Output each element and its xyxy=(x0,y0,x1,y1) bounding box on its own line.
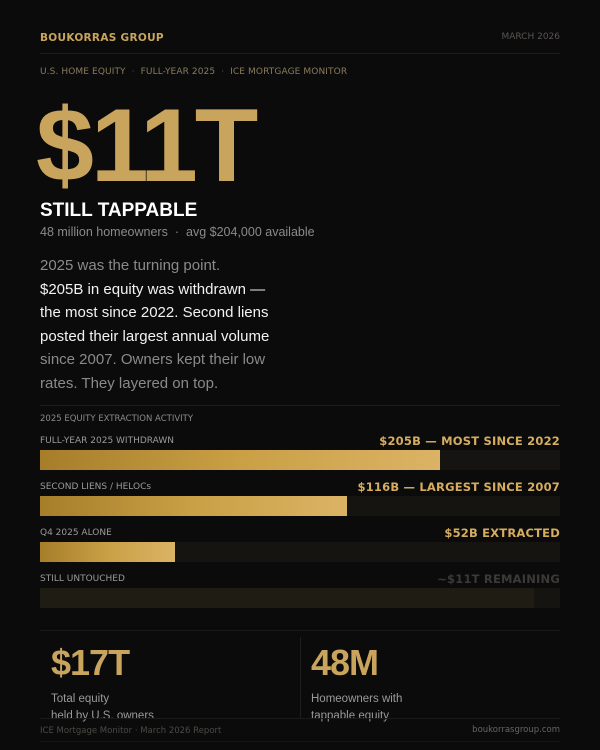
kicker-topic: U.S. HOME EQUITY xyxy=(40,67,126,77)
stat-total-equity: $17T Total equity held by U.S. owners xyxy=(51,645,154,725)
hero-title: STILL TAPPABLE xyxy=(40,200,198,221)
bar-label: STILL UNTOUCHED xyxy=(40,574,125,584)
extraction-bars: 2025 EQUITY EXTRACTION ACTIVITY FULL-YEA… xyxy=(40,405,560,608)
bar-fill xyxy=(40,542,176,562)
stat-value: 48M xyxy=(311,642,379,683)
bar-track xyxy=(40,496,560,516)
bar-fill xyxy=(40,496,347,516)
bar-value: ~$11T REMAINING xyxy=(437,572,560,586)
kicker-period: FULL-YEAR 2025 xyxy=(140,67,216,77)
stats-divider xyxy=(300,637,301,718)
bars-title: 2025 EQUITY EXTRACTION ACTIVITY xyxy=(40,414,194,424)
bar-row-full-year: FULL-YEAR 2025 WITHDRAWN $205B — MOST SI… xyxy=(40,434,560,476)
bar-value: $205B — MOST SINCE 2022 xyxy=(379,434,560,448)
stat-caption-line: held by U.S. owners xyxy=(51,710,154,722)
paragraph-line: $205B in equity was withdrawn — xyxy=(40,280,266,298)
stat-caption-line: Homeowners with xyxy=(311,693,403,705)
bar-track xyxy=(40,450,560,470)
hero-value: $11T xyxy=(36,88,258,204)
bar-value: $116B — LARGEST SINCE 2007 xyxy=(357,480,560,494)
paragraph-line: the most since 2022. Second liens xyxy=(40,304,269,321)
bar-fill xyxy=(40,450,441,470)
bar-track xyxy=(40,542,560,562)
bar-label: FULL-YEAR 2025 WITHDRAWN xyxy=(40,436,174,446)
bar-row-second-liens: SECOND LIENS / HELOCs $116B — LARGEST SI… xyxy=(40,480,560,522)
paragraph-line: 2025 was the turning point. xyxy=(40,257,221,274)
bar-row-q4: Q4 2025 ALONE $52B EXTRACTED xyxy=(40,526,560,568)
footer-source: ICE Mortgage Monitor · March 2026 Report xyxy=(40,726,222,736)
brand-name: BOUKORRAS GROUP xyxy=(40,32,164,44)
bar-label: SECOND LIENS / HELOCs xyxy=(40,482,152,492)
kicker-separator: · xyxy=(131,67,135,77)
stat-caption-line: Total equity xyxy=(51,693,110,705)
bar-track xyxy=(40,588,560,608)
footer-website[interactable]: boukorrasgroup.com xyxy=(472,725,560,735)
header: BOUKORRAS GROUP MARCH 2026 xyxy=(40,30,560,54)
kicker-line: U.S. HOME EQUITY · FULL-YEAR 2025 · ICE MORT… xyxy=(40,67,347,77)
bar-fill xyxy=(40,588,534,608)
bar-value: $52B EXTRACTED xyxy=(444,526,560,540)
report-date: MARCH 2026 xyxy=(501,32,560,42)
hero-meta: 48 million homeowners · avg $204,000 avail… xyxy=(40,225,315,239)
paragraph-line: rates. They layered on top. xyxy=(40,374,219,392)
summary-paragraph: 2025 was the turning point. $205B in equ… xyxy=(40,254,280,395)
stat-caption: Homeowners with tappable equity xyxy=(311,691,402,725)
stat-value: $17T xyxy=(51,642,130,683)
hero-meta-homeowners: 48 million homeowners xyxy=(40,225,168,239)
stat-caption: Total equity held by U.S. owners xyxy=(51,691,154,725)
kicker-separator: · xyxy=(221,67,225,77)
hero-meta-separator: · xyxy=(174,225,180,239)
bar-row-untouched: STILL UNTOUCHED ~$11T REMAINING xyxy=(40,572,560,614)
stats-section: $17T Total equity held by U.S. owners 48… xyxy=(40,630,560,722)
kicker-source: ICE MORTGAGE MONITOR xyxy=(230,67,348,77)
paragraph-line: posted their largest annual volume xyxy=(40,327,270,345)
stat-homeowners: 48M Homeowners with tappable equity xyxy=(311,645,402,725)
hero-meta-average: avg $204,000 available xyxy=(186,225,315,239)
footer: ICE Mortgage Monitor · March 2026 Report… xyxy=(40,718,560,742)
paragraph-line: since 2007. Owners kept their low xyxy=(40,351,266,368)
bar-label: Q4 2025 ALONE xyxy=(40,528,112,538)
stat-caption-line: tappable equity xyxy=(311,710,390,722)
